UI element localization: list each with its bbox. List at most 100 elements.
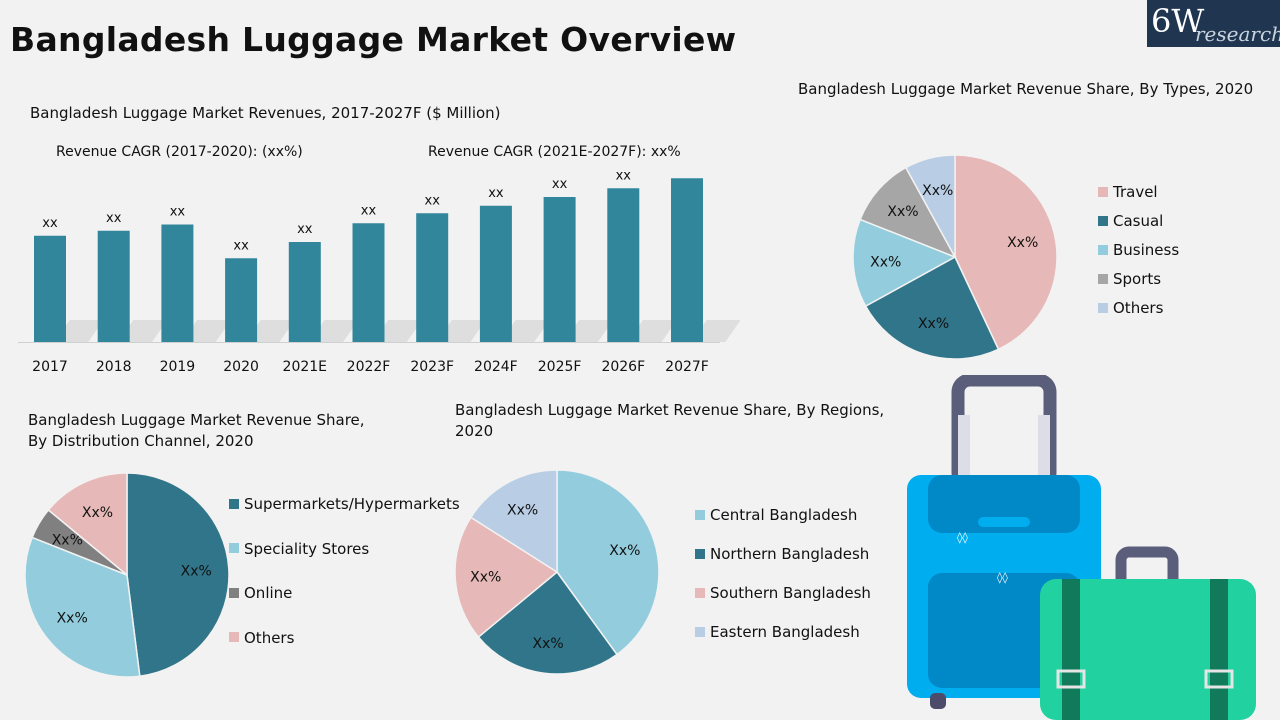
legend-label: Sports [1113, 270, 1162, 288]
pie-data-label: Xx% [922, 183, 953, 199]
pie-slice-others [904, 154, 956, 258]
legend-swatch [1098, 273, 1108, 284]
bar-2019 [161, 224, 194, 342]
bar-shadow [245, 320, 295, 342]
legend-label: Southern Bangladesh [710, 584, 871, 602]
regions-pie-chart: Xx% Xx% Xx% Xx% [454, 469, 660, 675]
pie-slice-northern-bangladesh [477, 570, 619, 675]
legend-swatch [1098, 302, 1108, 313]
x-tick-label: 2023F [410, 359, 454, 375]
legend-swatch [229, 632, 239, 642]
pie-data-label: Xx% [1007, 235, 1038, 251]
legend-item: Casual [1098, 212, 1163, 230]
legend-swatch [1098, 215, 1108, 226]
channel-pie-title-line2: By Distribution Channel, 2020 [28, 432, 254, 450]
pie-data-label: Xx% [918, 316, 949, 332]
legend-item: Speciality Stores [229, 540, 369, 558]
bar-shadow [500, 320, 550, 342]
legend-item: Others [1098, 299, 1163, 317]
legend-item: Supermarkets/Hypermarkets [229, 495, 460, 513]
legend-swatch [1098, 186, 1108, 197]
pie-slice-sports [859, 166, 957, 259]
legend-label: Casual [1113, 212, 1164, 230]
bar-2023F [416, 213, 449, 342]
pie-slice-supermarkets-hypermarkets [126, 472, 230, 678]
channel-pie-title-line1: Bangladesh Luggage Market Revenue Share, [28, 411, 365, 429]
bar-2020 [225, 258, 258, 342]
bar-shadow [117, 320, 168, 342]
x-tick-label: 2019 [160, 359, 196, 375]
legend-label: Online [244, 584, 293, 602]
channel-legend: Supermarkets/Hypermarkets Speciality Stor… [229, 495, 460, 655]
legend-swatch [695, 548, 705, 559]
bar-2022F [352, 223, 385, 342]
bar-data-label: xx [616, 170, 632, 183]
legend-label: Travel [1113, 183, 1158, 201]
x-tick-label: 2025F [538, 359, 582, 375]
green-suitcase-icon [1040, 546, 1256, 720]
x-tick-label: 2021E [283, 359, 327, 375]
cagr-2017-2020: Revenue CAGR (2017-2020): (xx%) [56, 144, 303, 160]
legend-item: Northern Bangladesh [695, 545, 869, 563]
pie-data-label: Xx% [181, 564, 212, 580]
channel-pie-chart: Xx% Xx% Xx% Xx% [24, 472, 230, 678]
legend-swatch [695, 587, 705, 598]
cagr-2021-2027: Revenue CAGR (2021E-2027F): xx% [428, 144, 681, 160]
bar-shadow [436, 320, 486, 342]
bar-data-label: xx [552, 177, 568, 192]
x-tick-label: 2022F [347, 359, 391, 375]
legend-swatch [1098, 244, 1108, 255]
revenue-bar-chart: xx 2017 xx 2018 xx 2019 xx 2020 xx 2021E xx 2022F xx… [18, 170, 740, 375]
pie-slice-others [47, 472, 128, 577]
bar-shadow [54, 320, 104, 342]
bar-data-label: xx [42, 216, 58, 231]
pie-slice-central-bangladesh [556, 469, 660, 656]
pie-data-label: Xx% [82, 505, 113, 521]
legend-label: Others [1113, 299, 1164, 317]
x-tick-label: 2020 [223, 359, 259, 375]
pie-data-label: Xx% [870, 254, 901, 270]
bar-2024F [479, 205, 512, 342]
bar-data-label: xx [170, 205, 186, 220]
regions-pie-title-line2: 2020 [455, 422, 494, 440]
legend-swatch [229, 543, 239, 553]
legend-label: Northern Bangladesh [710, 545, 870, 563]
legend-item: Central Bangladesh [695, 506, 857, 524]
legend-label: Central Bangladesh [710, 506, 858, 524]
bar-data-label: xx [488, 186, 504, 201]
legend-label: Others [244, 628, 295, 647]
bar-chart-title: Bangladesh Luggage Market Revenues, 2017… [30, 104, 501, 122]
legend-item: Sports [1098, 270, 1161, 288]
x-tick-label: 2024F [474, 359, 518, 375]
pie-slice-southern-bangladesh [454, 516, 559, 639]
x-tick-label: 2017 [32, 359, 68, 375]
pie-data-label: Xx% [52, 533, 83, 549]
bar-shadow [627, 320, 677, 342]
types-pie-chart: Xx%Xx%Xx%Xx%Xx% [852, 154, 1058, 360]
types-legend: Travel Casual Business Sports Others [1098, 183, 1268, 333]
pie-slice-business [852, 218, 957, 308]
legend-label: Business [1113, 241, 1180, 259]
logo-sub: research [1195, 22, 1280, 46]
x-tick-label: 2018 [96, 359, 132, 375]
bar-shadow [563, 320, 614, 342]
pie-data-label: Xx% [57, 611, 88, 627]
legend-label: Eastern Bangladesh [710, 623, 860, 641]
pie-slice-eastern-bangladesh [469, 469, 558, 574]
bar-data-label: xx [297, 222, 313, 237]
luggage-illustration: ◊◊ ◊◊ [907, 375, 1256, 720]
legend-swatch [229, 587, 239, 598]
pie-slice-casual [864, 255, 1000, 360]
bar-data-label: xx [425, 193, 441, 208]
legend-swatch [695, 626, 705, 637]
pie-data-label: Xx% [532, 636, 563, 652]
legend-label: Supermarkets/Hypermarkets [244, 495, 460, 513]
pie-slice-travel [954, 154, 1058, 351]
bar-2018 [97, 230, 130, 342]
legend-item: Southern Bangladesh [695, 584, 871, 602]
bar-2025F [543, 197, 576, 342]
regions-pie-title-line1: Bangladesh Luggage Market Revenue Share,… [455, 401, 885, 419]
bar-data-label: xx [361, 203, 377, 218]
bar-2027F [671, 178, 703, 342]
legend-label: Speciality Stores [244, 539, 370, 558]
